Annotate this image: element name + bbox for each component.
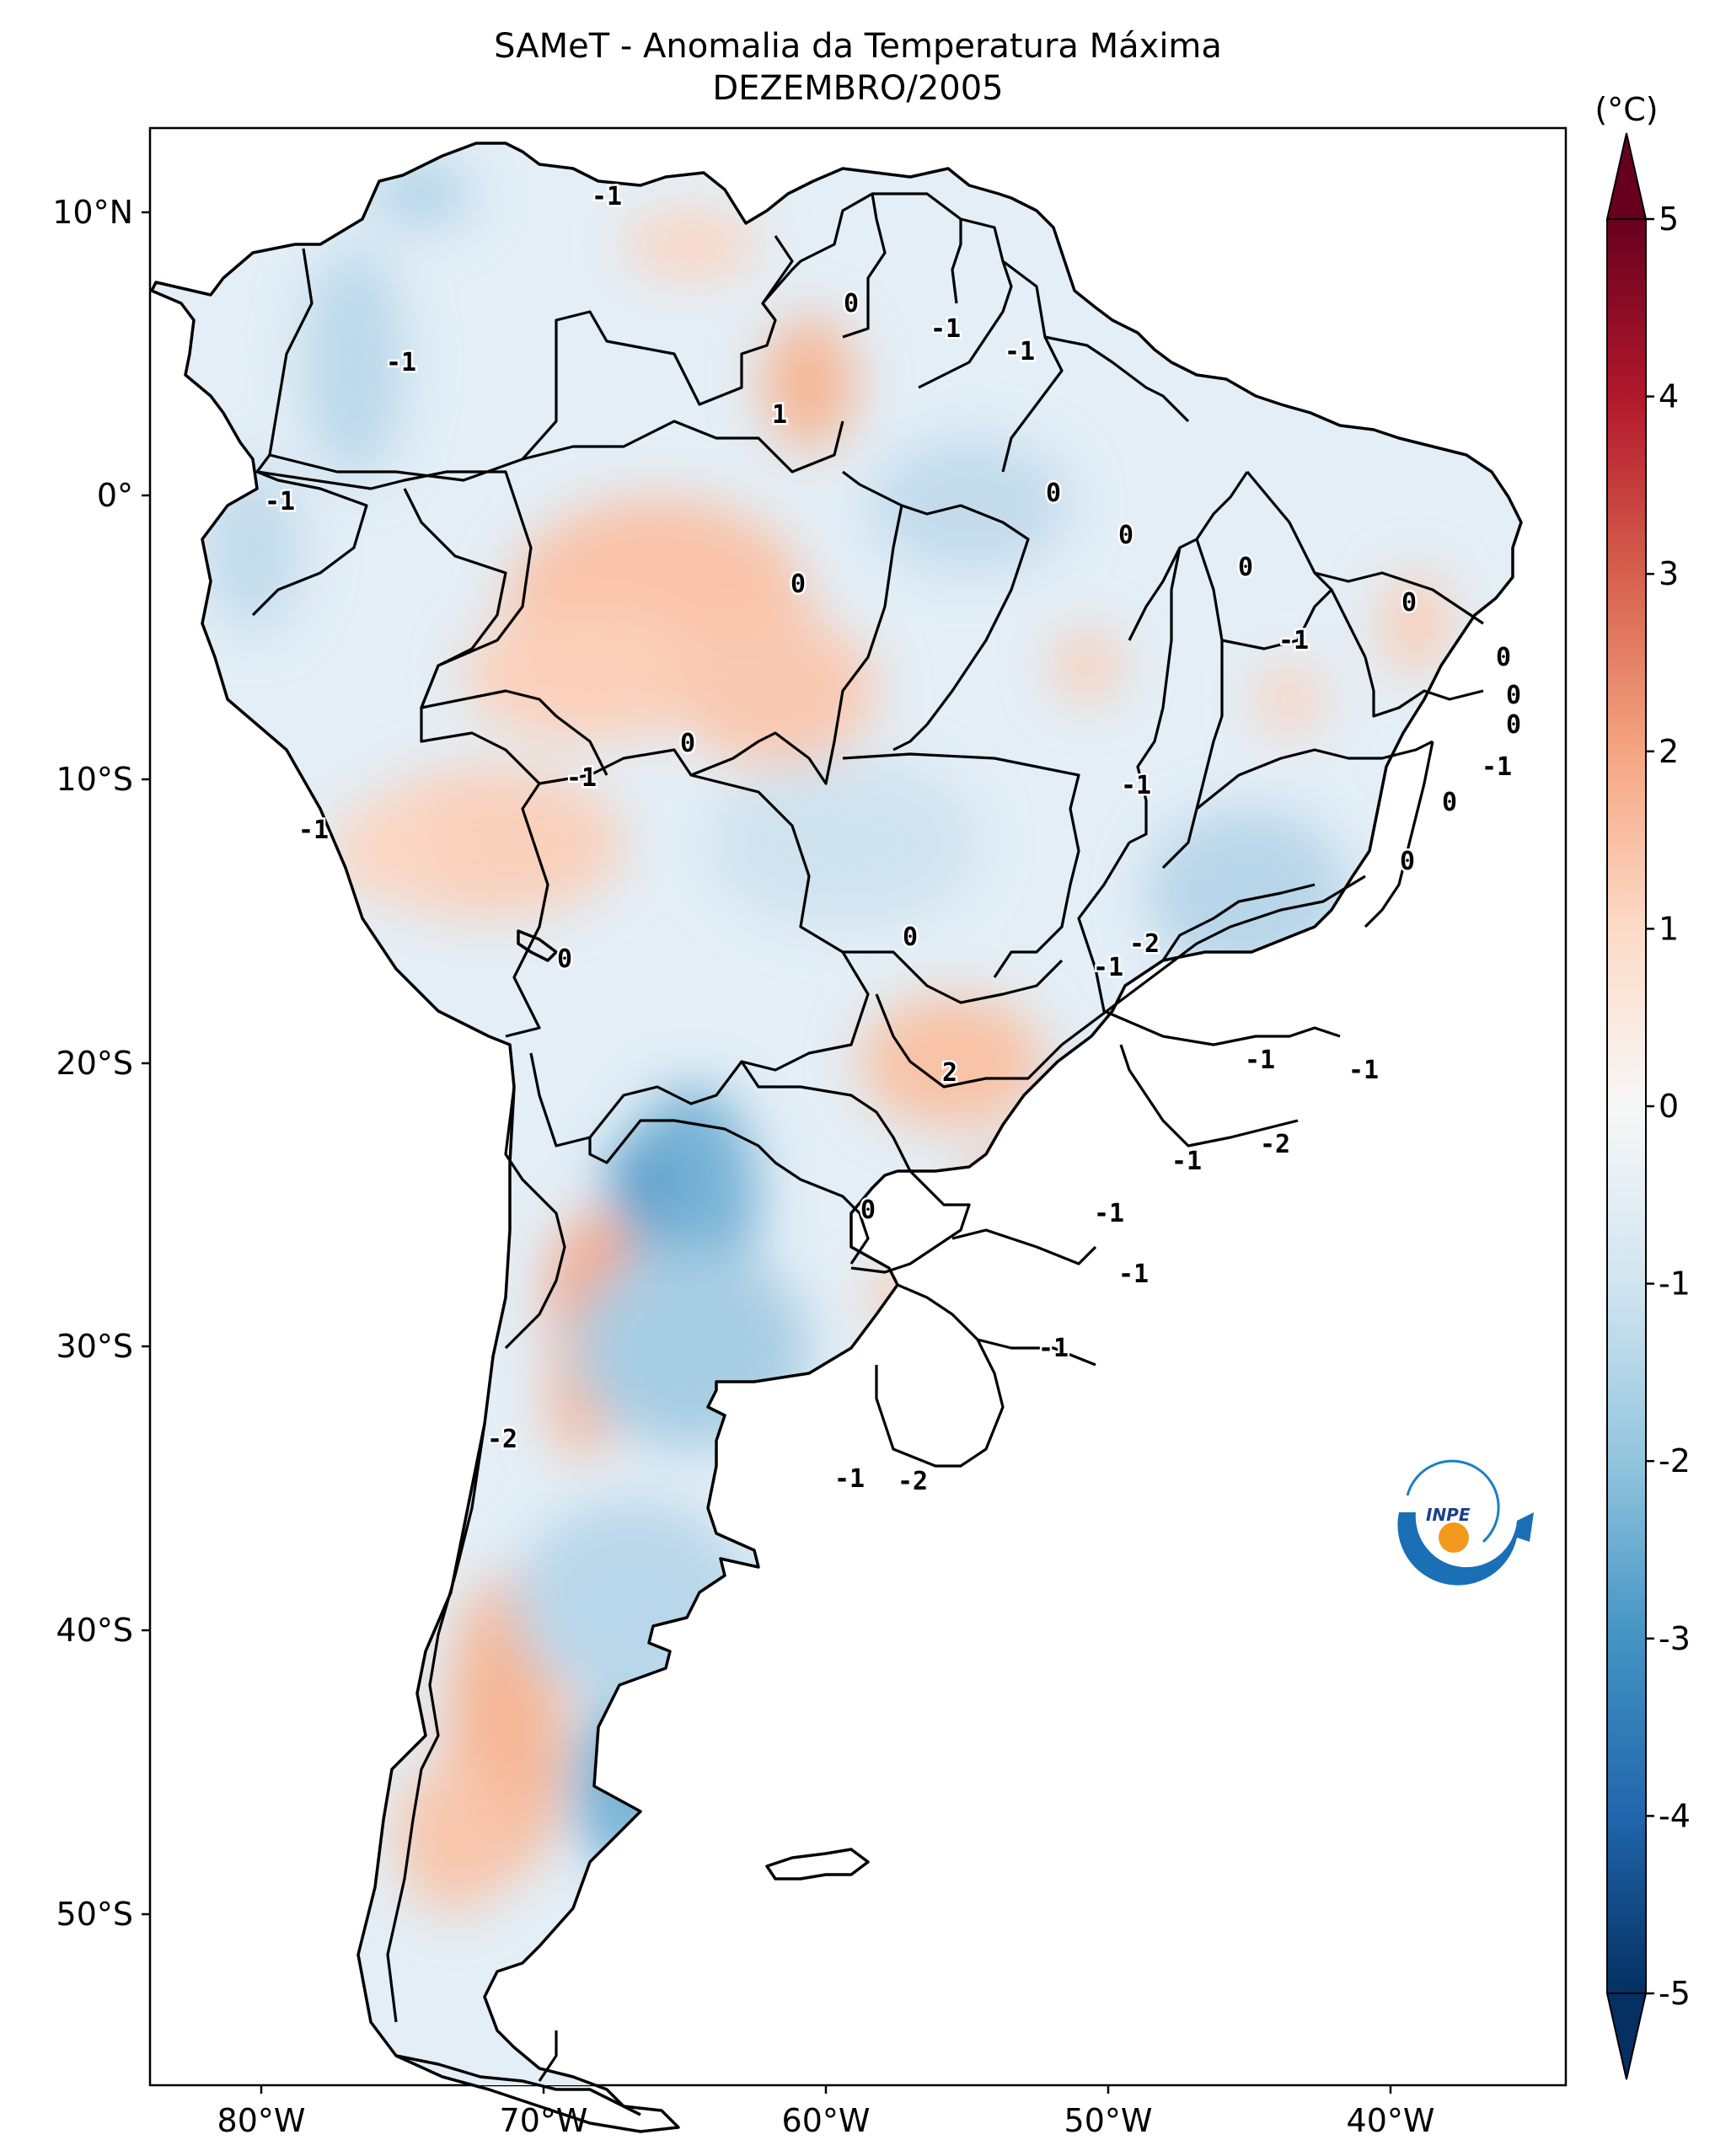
map-outlines [150, 142, 1523, 2133]
contour-label: 0 [903, 923, 918, 952]
colorbar-tick-label: -4 [1659, 1797, 1691, 1834]
contour-label: 2 [942, 1058, 957, 1088]
contour-label: -2 [487, 1425, 517, 1454]
contour-label: 0 [557, 944, 572, 974]
y-tick-label: 10°S [56, 761, 133, 798]
contour-label: -1 [1038, 1334, 1069, 1363]
contour-label: 0 [1506, 681, 1521, 710]
contour-label: 0 [1496, 643, 1511, 672]
contour-label: -1 [566, 763, 597, 793]
y-tick-label: 10°N [52, 194, 133, 231]
contour-labels: -1 -1 -1 -1 0 0 -1 1 0 0 0 0 -1 0 0 0 0 … [262, 180, 1523, 1499]
anomaly-field [152, 143, 1521, 2085]
contour-label: -2 [1260, 1130, 1290, 1159]
contour-label: -1 [930, 314, 961, 344]
contour-label: -2 [898, 1467, 928, 1496]
contour-label: 0 [1238, 553, 1253, 582]
contour-label: -1 [265, 487, 295, 516]
colorbar-tick-label: 3 [1659, 555, 1679, 592]
contour-label: -1 [1278, 626, 1309, 655]
colorbar-tick-label: 4 [1659, 378, 1679, 415]
colorbar-ticks: 5 4 3 2 1 0 -1 -2 -3 -4 -5 [1646, 201, 1691, 2012]
y-tick-label: 30°S [56, 1328, 133, 1365]
contour-label: 0 [860, 1196, 876, 1225]
contour-label: -1 [1348, 1056, 1379, 1085]
contour-label: 1 [772, 400, 787, 430]
map-title-line2: DEZEMBRO/2005 [712, 69, 1003, 108]
contour-label: -1 [592, 182, 622, 211]
contour-label: -1 [1245, 1046, 1275, 1075]
contour-label: 0 [1506, 710, 1521, 740]
colorbar-tick-label: -3 [1659, 1620, 1691, 1657]
y-tick-label: 20°S [56, 1045, 133, 1082]
colorbar-tick-label: 5 [1659, 201, 1679, 238]
contour-label: -1 [1094, 1199, 1124, 1228]
colorbar-tick-label: -2 [1659, 1442, 1691, 1479]
contour-label: -1 [1118, 1260, 1149, 1289]
contour-label: -1 [386, 348, 416, 377]
colorbar-tick-label: 0 [1659, 1088, 1679, 1125]
contour-label: 0 [1118, 521, 1133, 550]
contour-label: 0 [680, 729, 695, 758]
x-tick-label: 50°W [1064, 2102, 1153, 2139]
y-tick-label: 40°S [56, 1612, 133, 1649]
colorbar-tick-label: 2 [1659, 733, 1679, 770]
colorbar-tick-label: -5 [1659, 1975, 1691, 2012]
x-tick-label: 60°W [782, 2102, 871, 2139]
map-title-line1: SAMeT - Anomalia da Temperatura Máxima [494, 27, 1222, 66]
y-tick-label: 50°S [56, 1896, 133, 1933]
colorbar-unit-label: (°C) [1594, 91, 1658, 128]
inpe-logo-text: INPE [1426, 1505, 1471, 1525]
contour-label: -1 [1482, 752, 1512, 782]
colorbar-tick-label: 1 [1659, 910, 1679, 947]
inpe-logo-icon: INPE [1397, 1459, 1534, 1586]
map-frame [148, 126, 1568, 2087]
contour-label: -1 [1171, 1147, 1202, 1176]
contour-label: -1 [1093, 953, 1123, 982]
contour-label: 0 [1046, 479, 1061, 508]
contour-label: -1 [298, 816, 329, 845]
contour-label: -2 [1129, 929, 1160, 959]
contour-label: -1 [834, 1464, 865, 1494]
contour-label: -1 [1121, 771, 1151, 800]
contour-label: 0 [844, 289, 859, 318]
contour-label: 0 [1400, 847, 1415, 876]
x-tick-label: 40°W [1347, 2102, 1435, 2139]
contour-label: 0 [1401, 588, 1417, 618]
y-tick-label: 0° [97, 477, 133, 514]
colorbar: (°C) 5 4 3 2 1 0 -1 -2 -3 -4 -5 [1594, 91, 1691, 2080]
x-tick-label: 70°W [500, 2102, 588, 2139]
x-tick-label: 80°W [217, 2102, 306, 2139]
y-axis: 10°N 0° 10°S 20°S 30°S 40°S 50°S [52, 194, 150, 1933]
contour-label: 0 [1442, 788, 1457, 817]
contour-label: -1 [1005, 337, 1035, 366]
x-axis: 80°W 70°W 60°W 50°W 40°W [217, 2085, 1435, 2139]
contour-label: 0 [790, 570, 806, 599]
colorbar-tick-label: -1 [1659, 1265, 1691, 1303]
